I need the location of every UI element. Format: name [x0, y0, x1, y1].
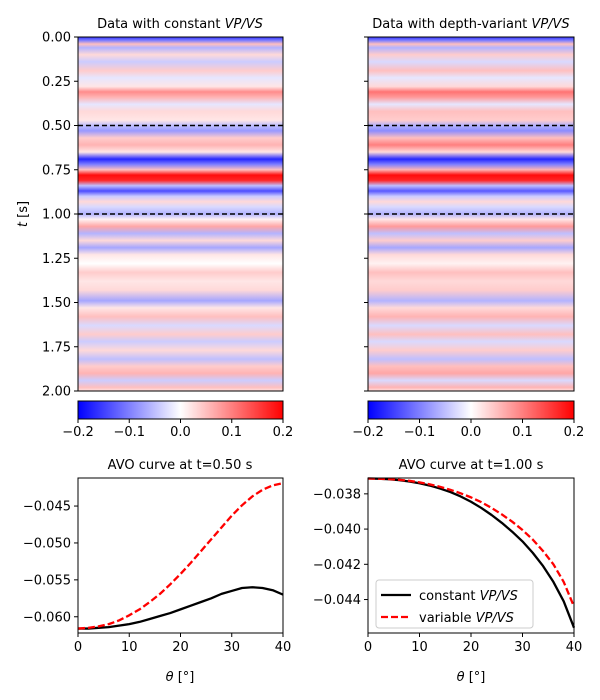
- y-tick-label: 0.75: [42, 163, 71, 178]
- colorbar-tick-label: −0.2: [62, 425, 94, 440]
- avo-050-x-axis-label: θ [°]: [166, 670, 195, 685]
- x-tick-label: 30: [223, 640, 240, 655]
- y-tick-label: 2.00: [42, 385, 71, 400]
- x-tick-label: 40: [275, 640, 292, 655]
- avo-curve-050-panel: AVO curve at t=0.50 s 0 10 20 30 40 −0.060 −0…: [23, 458, 291, 685]
- y-tick-label: 1.75: [42, 340, 71, 355]
- x-tick-label: 10: [411, 640, 428, 655]
- y-tick-label: −0.042: [313, 558, 361, 573]
- heatmap-image: [368, 37, 574, 391]
- heatmap-variant-title: Data with depth-variant VP/VS: [372, 17, 569, 32]
- y-tick-label: 1.00: [42, 208, 71, 223]
- y-tick-label: 0.50: [42, 119, 71, 134]
- colorbar-tick-label: 0.0: [170, 425, 191, 440]
- x-tick-label: 30: [514, 640, 531, 655]
- colorbar-variant: [367, 400, 575, 420]
- y-tick-label: −0.055: [23, 573, 71, 588]
- heatmap-y-axis-label: t [s]: [16, 201, 31, 227]
- x-tick-label: 40: [566, 640, 583, 655]
- y-tick-label: −0.044: [313, 593, 361, 608]
- colorbar-tick-label: 0.2: [564, 425, 585, 440]
- x-tick-label: 0: [364, 640, 372, 655]
- avo-curve-100-panel: AVO curve at t=1.00 s 0 10 20 30 40 −0.038 −0…: [313, 458, 582, 685]
- series-variable-line: [77, 482, 284, 630]
- x-tick-label: 10: [121, 640, 138, 655]
- heatmap-constant-title: Data with constant VP/VS: [97, 17, 263, 32]
- x-tick-label: 20: [172, 640, 189, 655]
- colorbar-tick-label: −0.1: [404, 425, 436, 440]
- x-tick-label: 20: [463, 640, 480, 655]
- y-tick-label: −0.045: [23, 500, 71, 515]
- legend-label-variable: variable VP/VS: [419, 611, 514, 626]
- heatmap-constant-panel: Data with constant VP/VS 0.00 0.25 0.50 0.7…: [16, 17, 293, 440]
- heatmap-variant-panel: Data with depth-variant VP/VS −0.2 −0.1 0.…: [352, 17, 584, 440]
- y-tick-label: −0.038: [313, 487, 361, 502]
- avo-100-title: AVO curve at t=1.00 s: [399, 458, 544, 473]
- colorbar-tick-label: 0.0: [461, 425, 482, 440]
- y-tick-label: −0.040: [313, 523, 361, 538]
- legend-label-constant: constant VP/VS: [419, 589, 518, 604]
- colorbar-tick-label: 0.1: [512, 425, 533, 440]
- x-tick-label: 0: [74, 640, 82, 655]
- colorbar-constant: [77, 400, 284, 420]
- colorbar-tick-label: 0.1: [221, 425, 242, 440]
- y-tick-label: −0.050: [23, 536, 71, 551]
- y-tick-label: 0.25: [42, 75, 71, 90]
- heatmap-image: [78, 37, 283, 391]
- avo-100-x-axis-label: θ [°]: [457, 670, 486, 685]
- y-tick-label: 1.25: [42, 252, 71, 267]
- y-tick-label: 0.00: [42, 31, 71, 46]
- y-tick-label: 1.50: [42, 296, 71, 311]
- colorbar-tick-label: 0.2: [273, 425, 294, 440]
- colorbar-tick-label: −0.2: [352, 425, 384, 440]
- colorbar-tick-label: −0.1: [113, 425, 145, 440]
- y-tick-label: −0.060: [23, 610, 71, 625]
- avo-050-title: AVO curve at t=0.50 s: [108, 458, 253, 473]
- series-variable-line: [367, 477, 576, 608]
- legend-box: [375, 579, 534, 629]
- legend: constant VP/VS variable VP/VS: [375, 579, 534, 629]
- series-constant-line: [78, 586, 284, 630]
